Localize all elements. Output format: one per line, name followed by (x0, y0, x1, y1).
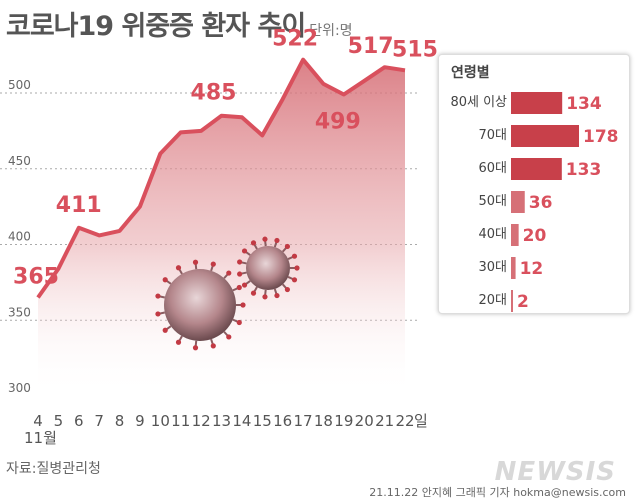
x-tick-label: 9 (135, 412, 145, 430)
virus-icon (155, 259, 246, 351)
x-tick-label: 14 (232, 412, 251, 430)
virus-illustration (155, 236, 300, 351)
bar-value-label: 20 (523, 226, 547, 246)
bar-chart-title: 연령별 (451, 64, 490, 81)
value-label: 522 (272, 27, 318, 52)
bar (511, 191, 525, 213)
x-tick-label: 21 (375, 412, 394, 430)
bar-value-label: 133 (566, 160, 602, 180)
x-tick-label: 16 (273, 412, 292, 430)
x-tick-label: 17 (294, 412, 313, 430)
unit-label: 단위:명 (309, 23, 353, 39)
y-tick-labels: 300 350 400 450 500 (8, 78, 31, 395)
source-label: 자료:질병관리청 (6, 461, 101, 477)
value-label: 365 (13, 265, 59, 290)
newsis-logo: NEWSIS (494, 457, 616, 487)
x-tick-label: 7 (94, 412, 104, 430)
virus-icon (237, 236, 300, 300)
age-breakdown-panel: 연령별 80세 이상 134 70대 178 60대 133 50대 36 40대 20 30대 12… (438, 54, 630, 314)
bar (511, 290, 513, 312)
bar (511, 92, 563, 114)
bar (511, 125, 579, 147)
chart-title: 코로나19 위중증 환자 추이 단위:명 (6, 4, 353, 43)
x-tick-label: 5 (54, 412, 64, 430)
bar (511, 158, 562, 180)
area-fill (38, 59, 405, 396)
x-tick-label: 19 (334, 412, 353, 430)
bar-value-label: 134 (566, 94, 602, 114)
title-text: 코로나19 위중증 환자 추이 (6, 11, 306, 42)
bar-category-label: 30대 (478, 260, 507, 275)
bar-category-label: 60대 (478, 161, 507, 176)
y-tick-label: 300 (8, 381, 31, 395)
x-tick-label: 10 (151, 412, 170, 430)
value-label: 411 (56, 193, 102, 218)
bar (511, 224, 519, 246)
x-tick-label: 20 (355, 412, 374, 430)
age-bar-chart: 연령별 80세 이상 134 70대 178 60대 133 50대 36 40대 20 30대 12… (450, 64, 619, 312)
y-tick-label: 500 (8, 78, 31, 92)
bar-value-label: 36 (529, 193, 553, 213)
series-line (36, 57, 406, 299)
bar-value-label: 12 (520, 259, 544, 279)
day-suffix-label: 일 (414, 412, 428, 430)
x-tick-label: 13 (212, 412, 231, 430)
x-tick-label: 12 (192, 412, 211, 430)
month-label: 11월 (24, 429, 57, 447)
credit-label: 21.11.22 안지혜 그래픽 기자 hokma@newsis.com (369, 486, 626, 499)
y-tick-label: 350 (8, 305, 31, 319)
bar-category-label: 50대 (478, 194, 507, 209)
bar-category-label: 80세 이상 (450, 95, 507, 110)
bar-category-label: 40대 (478, 227, 507, 242)
value-label: 515 (392, 37, 438, 62)
value-label: 517 (348, 34, 394, 59)
bar-value-label: 178 (583, 127, 619, 147)
x-tick-label: 6 (74, 412, 84, 430)
x-tick-labels: 4 5 6 7 8 9 10 11 12 13 14 15 16 17 18 19 20 21 22 (33, 412, 414, 430)
value-label: 485 (191, 81, 237, 106)
bar-category-label: 70대 (478, 128, 507, 143)
x-tick-label: 15 (253, 412, 272, 430)
x-tick-label: 8 (115, 412, 125, 430)
x-tick-label: 18 (314, 412, 333, 430)
x-tick-label: 4 (33, 412, 43, 430)
y-tick-label: 450 (8, 154, 31, 168)
x-tick-label: 11 (171, 412, 190, 430)
y-tick-label: 400 (8, 230, 31, 244)
bar-category-label: 20대 (478, 293, 507, 308)
value-label: 499 (315, 110, 361, 135)
bar (511, 257, 516, 279)
x-tick-label: 22 (395, 412, 414, 430)
bar-value-label: 2 (517, 292, 529, 312)
